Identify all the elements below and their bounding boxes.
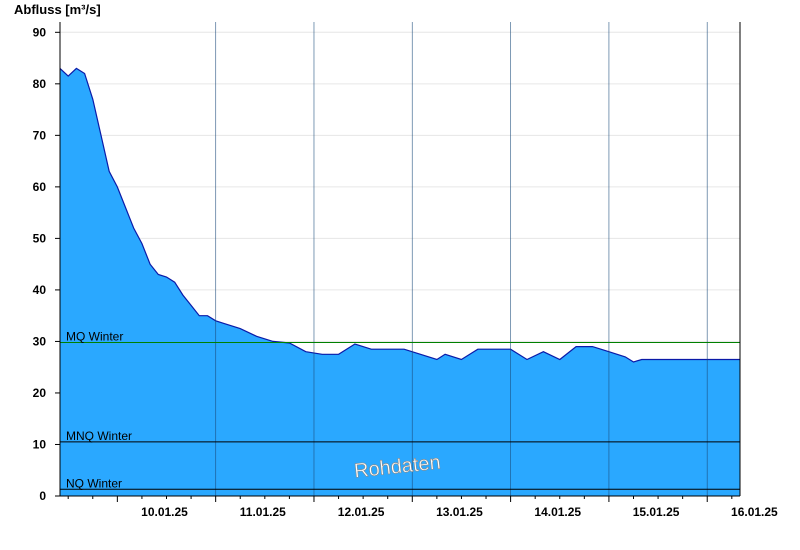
x-tick-label: 13.01.25	[436, 505, 483, 519]
reference-lines: MQ Winter MNQ Winter NQ Winter	[60, 329, 740, 490]
x-tick-label: 12.01.25	[338, 505, 385, 519]
axes: 0 10 20 30 40 50 60 70 80 90 10.01.25 11.01.25 12.01…	[33, 22, 778, 519]
y-tick-label: 0	[39, 489, 46, 503]
x-tick-label: 14.01.25	[534, 505, 581, 519]
y-tick-label: 40	[33, 283, 47, 297]
y-tick-label: 20	[33, 386, 47, 400]
x-tick-label: 10.01.25	[141, 505, 188, 519]
reference-label-mnq-winter: MNQ Winter	[66, 429, 132, 443]
x-tick-label: 15.01.25	[633, 505, 680, 519]
reference-label-mq-winter: MQ Winter	[66, 329, 123, 343]
x-tick-label: 16.01.25	[731, 505, 778, 519]
x-tick-label: 11.01.25	[240, 505, 286, 519]
y-tick-label: 70	[33, 128, 47, 142]
y-tick-label: 60	[33, 180, 47, 194]
discharge-area-fill	[60, 68, 740, 497]
y-tick-label: 10	[33, 437, 47, 451]
y-tick-label: 30	[33, 334, 47, 348]
y-axis-title: Abfluss [m³/s]	[14, 2, 101, 17]
reference-label-nq-winter: NQ Winter	[66, 476, 122, 490]
y-tick-label: 50	[33, 231, 47, 245]
y-tick-label: 90	[33, 25, 47, 39]
discharge-area	[59, 22, 740, 497]
y-tick-label: 80	[33, 77, 47, 91]
